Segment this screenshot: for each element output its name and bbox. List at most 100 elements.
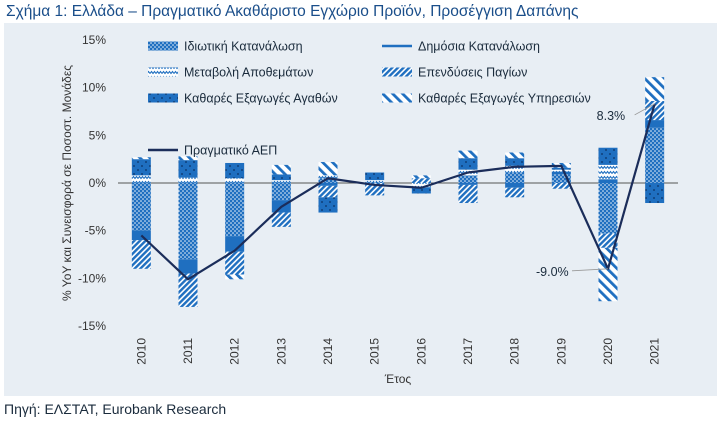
legend-swatch [382, 67, 412, 77]
y-axis-label: % YoY και Συνεισφορά σε Ποσοστ. Μονάδες [60, 65, 74, 301]
legend-label: Επενδύσεις Παγίων [418, 66, 527, 80]
bar-segment-0 [645, 127, 665, 183]
bar-segment-3 [225, 251, 245, 275]
bar-segment-2 [505, 165, 525, 173]
annotation-label: -9.0% [536, 265, 569, 279]
bar-segment-2 [131, 175, 151, 183]
bar-segment-0 [365, 182, 385, 183]
bar-segment-5 [411, 175, 431, 179]
bar-segment-4 [505, 158, 525, 166]
legend-label: Καθαρές Εξαγωγές Υπηρεσιών [418, 92, 591, 106]
legend-label: Καθαρές Εξαγωγές Αγαθών [184, 92, 338, 106]
bar-segment-2 [225, 178, 245, 183]
bar-segment-1 [598, 179, 618, 183]
bar-segment-3 [178, 273, 198, 307]
bar-segment-3 [318, 185, 338, 198]
legend-label: Μεταβολή Αποθεμάτων [184, 66, 313, 80]
bar-segment-2 [551, 169, 571, 172]
y-tick-label: 15% [82, 33, 106, 47]
bar-segment-5 [178, 156, 198, 161]
bar-segment-2 [178, 177, 198, 183]
bar-segment-0 [178, 183, 198, 260]
y-tick-label: 10% [82, 81, 106, 95]
annotation-label: 8.3% [597, 109, 626, 123]
annotation-leader [634, 103, 655, 116]
bar-segment-4 [598, 147, 618, 165]
bar-segment-2 [318, 175, 338, 179]
legend-swatch [382, 93, 412, 103]
bar-segment-5 [645, 77, 665, 102]
bar-segment-0 [131, 183, 151, 231]
x-tick-label: 2012 [228, 338, 242, 365]
bar-segment-4 [178, 160, 198, 178]
bar-segment-0 [458, 175, 478, 183]
x-tick-label: 2013 [274, 338, 288, 365]
legend-label: Πραγματικό ΑΕΠ [184, 144, 277, 158]
bar-segment-5 [458, 150, 478, 159]
bar-segment-5 [131, 157, 151, 160]
y-tick-label: -5% [85, 224, 107, 238]
y-tick-label: 5% [89, 128, 107, 142]
bar-segment-5 [505, 152, 525, 159]
chart-panel [4, 23, 717, 396]
gdp-line-group: -9.0% 8.3% [140, 103, 656, 281]
bar-segment-1 [505, 183, 525, 188]
bar-segment-3 [271, 212, 291, 227]
bar-segment-3 [131, 240, 151, 269]
bar-segment-1 [645, 120, 665, 128]
bar-segment-4 [551, 167, 571, 170]
bar-segment-3 [598, 233, 618, 248]
legend-swatch [148, 67, 178, 77]
bar-segment-3 [505, 187, 525, 198]
bar-segment-1 [551, 171, 571, 175]
bar-segment-4 [318, 197, 338, 213]
y-tick-label: -10% [78, 271, 106, 285]
y-tick-label: -15% [78, 319, 106, 333]
x-tick-label: 2015 [368, 338, 382, 365]
bar-segment-2 [411, 183, 431, 188]
bar-segment-2 [598, 164, 618, 180]
bar-segment-1 [318, 183, 338, 186]
bar-segment-0 [271, 183, 291, 201]
bar-segment-4 [411, 187, 431, 194]
axes-group: 15% 10% 5% 0% -5% -10% -15% 2010 2011 2012 2013 201… [60, 33, 678, 386]
bar-segment-3 [458, 184, 478, 204]
bar-segment-1 [178, 259, 198, 274]
x-tick-label: 2010 [134, 338, 148, 365]
bar-segment-3 [411, 178, 431, 183]
bar-segment-0 [225, 183, 245, 237]
bar-segment-5 [225, 274, 245, 280]
x-tick-label: 2017 [461, 338, 475, 365]
bar-segment-4 [458, 158, 478, 170]
x-tick-label: 2014 [321, 338, 335, 365]
bar-segment-5 [318, 162, 338, 176]
bar-segment-3 [645, 101, 665, 121]
bar-segment-4 [225, 162, 245, 179]
chart-title: Σχήμα 1: Ελλάδα – Πραγματικό Ακαθάριστο … [6, 3, 579, 20]
x-tick-label: 2016 [414, 338, 428, 365]
x-tick-label: 2020 [601, 338, 615, 365]
bar-segment-0 [551, 174, 571, 183]
legend-swatch [148, 93, 178, 103]
bar-segment-5 [598, 247, 618, 302]
bar-segment-1 [225, 236, 245, 252]
gdp-line [140, 103, 656, 281]
annotation-leader [571, 268, 609, 272]
bar-segment-4 [271, 174, 291, 181]
legend-label: Ιδιωτική Κατανάλωση [184, 40, 303, 54]
x-tick-label: 2019 [554, 338, 568, 365]
x-axis-label: Έτος [384, 372, 412, 386]
bar-segment-2 [365, 180, 385, 183]
bar-segment-4 [131, 159, 151, 176]
x-tick-label: 2021 [648, 338, 662, 365]
bar-segment-1 [458, 183, 478, 185]
bar-segment-4 [365, 172, 385, 181]
bars-group [131, 77, 665, 307]
bar-segment-2 [271, 180, 291, 183]
bar-segment-0 [505, 172, 525, 183]
x-tick-label: 2018 [508, 338, 522, 365]
y-tick-label: 0% [89, 176, 107, 190]
bar-segment-0 [318, 178, 338, 183]
bar-segment-0 [598, 183, 618, 234]
